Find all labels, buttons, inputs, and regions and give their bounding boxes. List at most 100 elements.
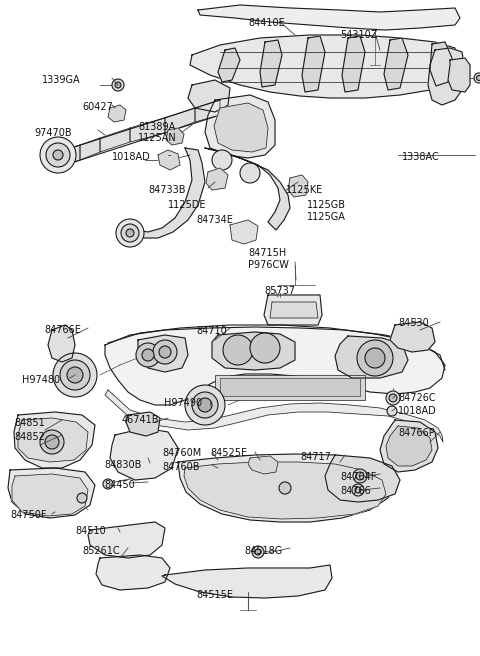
Text: 84750F: 84750F	[10, 510, 47, 520]
Text: 84515E: 84515E	[196, 590, 233, 600]
Polygon shape	[188, 80, 230, 112]
Circle shape	[356, 472, 364, 480]
Circle shape	[250, 333, 280, 363]
Circle shape	[53, 353, 97, 397]
Polygon shape	[198, 5, 460, 30]
Polygon shape	[8, 468, 95, 518]
Polygon shape	[105, 327, 445, 405]
Text: 84852: 84852	[14, 432, 45, 442]
Polygon shape	[214, 103, 268, 152]
Circle shape	[355, 487, 361, 493]
Circle shape	[192, 392, 218, 418]
Polygon shape	[190, 35, 460, 98]
Text: 1018AD: 1018AD	[398, 406, 437, 416]
Polygon shape	[14, 412, 95, 468]
Circle shape	[279, 482, 291, 494]
Text: 1125AN: 1125AN	[138, 133, 177, 143]
Polygon shape	[130, 118, 165, 142]
Polygon shape	[428, 48, 465, 105]
Polygon shape	[248, 456, 278, 474]
Text: 1125DE: 1125DE	[168, 200, 206, 210]
Text: H97480: H97480	[22, 375, 60, 385]
Text: 84766E: 84766E	[44, 325, 81, 335]
Text: 84766: 84766	[340, 486, 371, 496]
Circle shape	[365, 348, 385, 368]
Text: 84760M: 84760M	[162, 448, 201, 458]
Polygon shape	[302, 36, 325, 92]
Polygon shape	[80, 138, 100, 160]
Polygon shape	[218, 48, 240, 82]
Circle shape	[45, 435, 59, 449]
Polygon shape	[184, 462, 386, 519]
Polygon shape	[206, 168, 228, 190]
Circle shape	[223, 335, 253, 365]
Polygon shape	[384, 38, 408, 90]
Circle shape	[153, 340, 177, 364]
Text: 97470B: 97470B	[34, 128, 72, 138]
Text: 84510: 84510	[75, 526, 106, 536]
Circle shape	[389, 394, 397, 402]
Polygon shape	[12, 474, 88, 516]
Polygon shape	[230, 220, 258, 244]
Circle shape	[116, 219, 144, 247]
Text: 85261C: 85261C	[82, 546, 120, 556]
Text: 46741B: 46741B	[122, 415, 159, 425]
Circle shape	[386, 391, 400, 405]
Text: 1125KE: 1125KE	[286, 185, 323, 195]
Circle shape	[46, 143, 70, 167]
Text: 84410E: 84410E	[248, 18, 285, 28]
Polygon shape	[325, 455, 400, 502]
Polygon shape	[110, 428, 178, 480]
Polygon shape	[135, 148, 205, 238]
Polygon shape	[212, 332, 295, 370]
Circle shape	[77, 493, 87, 503]
Text: P976CW: P976CW	[248, 260, 289, 270]
Text: 84766P: 84766P	[398, 428, 435, 438]
Polygon shape	[108, 105, 126, 122]
Text: 81389A: 81389A	[138, 122, 175, 132]
Text: 84518G: 84518G	[244, 546, 282, 556]
Polygon shape	[126, 412, 160, 436]
Polygon shape	[100, 128, 130, 152]
Text: 1125GB: 1125GB	[307, 200, 346, 210]
Text: 84851: 84851	[14, 418, 45, 428]
Polygon shape	[195, 100, 220, 122]
Circle shape	[212, 150, 232, 170]
Polygon shape	[105, 390, 443, 442]
Text: 1338AC: 1338AC	[402, 152, 440, 162]
Polygon shape	[65, 145, 80, 165]
Circle shape	[60, 360, 90, 390]
Circle shape	[40, 137, 76, 173]
Circle shape	[121, 224, 139, 242]
Bar	[220, 378, 360, 396]
Text: 60427: 60427	[82, 102, 113, 112]
Circle shape	[53, 150, 63, 160]
Text: 84710: 84710	[196, 326, 227, 336]
Circle shape	[126, 229, 134, 237]
Polygon shape	[138, 335, 188, 372]
Polygon shape	[390, 322, 435, 352]
Circle shape	[159, 346, 171, 358]
Text: 84830B: 84830B	[104, 460, 142, 470]
Polygon shape	[260, 40, 282, 87]
Text: 1339GA: 1339GA	[42, 75, 81, 85]
Circle shape	[477, 75, 480, 81]
Polygon shape	[448, 58, 470, 92]
Text: 84525E: 84525E	[210, 448, 247, 458]
Polygon shape	[335, 336, 408, 378]
Polygon shape	[205, 148, 290, 230]
Circle shape	[474, 73, 480, 83]
Text: 84530: 84530	[398, 318, 429, 328]
Text: 84715H: 84715H	[248, 248, 286, 258]
Text: 85737: 85737	[264, 286, 295, 296]
Polygon shape	[166, 128, 184, 145]
Polygon shape	[386, 426, 432, 466]
Polygon shape	[158, 150, 180, 170]
Polygon shape	[264, 295, 322, 325]
Polygon shape	[178, 454, 395, 522]
Circle shape	[198, 398, 212, 412]
Text: 84733B: 84733B	[148, 185, 185, 195]
Text: 84717: 84717	[300, 452, 331, 462]
Polygon shape	[342, 36, 365, 92]
Circle shape	[115, 82, 121, 88]
